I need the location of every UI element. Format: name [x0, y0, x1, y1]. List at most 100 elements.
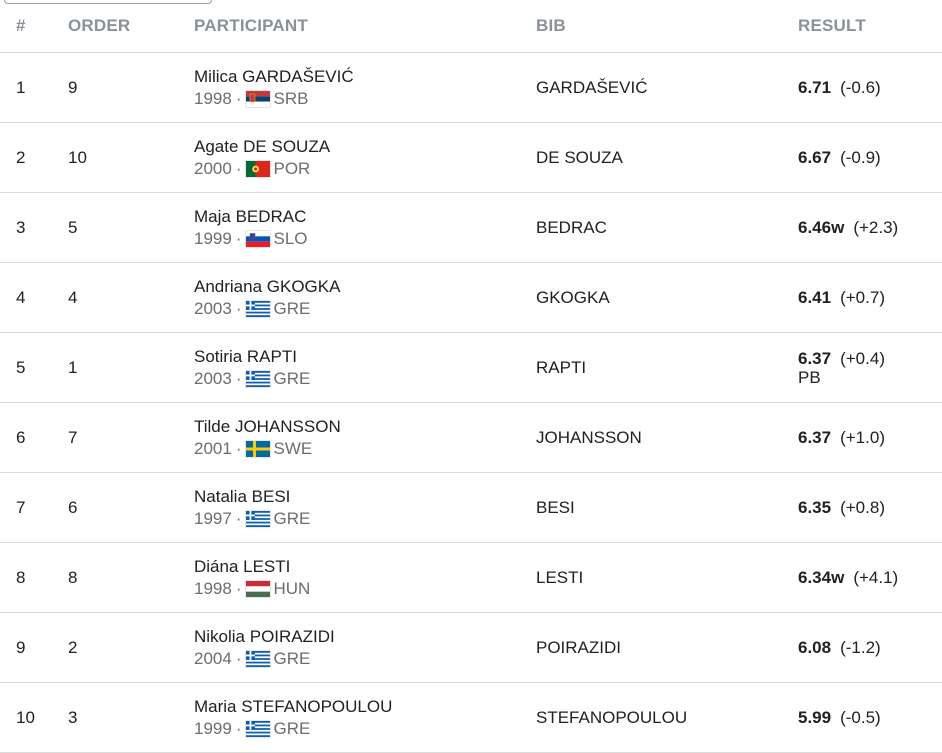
- order: 9: [68, 77, 78, 97]
- flag-gre-icon: [245, 370, 270, 387]
- bib-name: GKOGKA: [536, 287, 610, 307]
- country-code: GRE: [273, 718, 311, 738]
- order-cell: 4: [68, 262, 194, 333]
- participant-cell: Agate DE SOUZA 2000 · POR: [194, 122, 536, 193]
- table-row[interactable]: 1 9 Milica GARDAŠEVIĆ 1998 · SRB GARDAŠEVI…: [0, 52, 942, 123]
- column-header-pos[interactable]: #: [0, 0, 68, 53]
- birth-year: 1999: [194, 718, 232, 738]
- athlete-name[interactable]: Andriana GKOGKA: [194, 276, 341, 296]
- result-mark: 5.99: [798, 707, 832, 727]
- column-header-bib[interactable]: BIB: [536, 0, 798, 53]
- table-row[interactable]: 4 4 Andriana GKOGKA 2003 · GRE GKOGKA 6.41…: [0, 262, 942, 333]
- bib-name: POIRAZIDI: [536, 637, 622, 657]
- order-cell: 5: [68, 192, 194, 263]
- athlete-meta: 1999 · SLO: [194, 228, 536, 250]
- participant-cell: Andriana GKOGKA 2003 · GRE: [194, 262, 536, 333]
- result-cell: 6.37 (+0.4) PB: [798, 332, 942, 403]
- position: 3: [16, 217, 26, 237]
- athlete-name[interactable]: Diána LESTI: [194, 556, 291, 576]
- result-mark: 6.08: [798, 637, 832, 657]
- result-cell: 6.37 (+1.0): [798, 402, 942, 473]
- bib-cell: RAPTI: [536, 332, 798, 403]
- athlete-meta: 1998 · HUN: [194, 578, 536, 600]
- order-cell: 7: [68, 402, 194, 473]
- bib-name: STEFANOPOULOU: [536, 707, 688, 727]
- bib-cell: BEDRAC: [536, 192, 798, 263]
- column-header-participant[interactable]: PARTICIPANT: [194, 0, 536, 53]
- table-row[interactable]: 9 2 Nikolia POIRAZIDI 2004 · GRE POIRAZIDI…: [0, 612, 942, 683]
- participant-cell: Maria STEFANOPOULOU 1999 · GRE: [194, 682, 536, 753]
- order-cell: 8: [68, 542, 194, 613]
- athlete-meta: 1998 · SRB: [194, 88, 536, 110]
- athlete-name[interactable]: Maja BEDRAC: [194, 206, 307, 226]
- column-header-result[interactable]: RESULT: [798, 0, 942, 53]
- filter-dropdown[interactable]: [4, 0, 212, 4]
- athlete-name[interactable]: Natalia BESI: [194, 486, 291, 506]
- position: 1: [16, 77, 26, 97]
- separator-dot: ·: [235, 158, 242, 178]
- wind-reading: (+4.1): [853, 567, 899, 587]
- birth-year: 2000: [194, 158, 232, 178]
- position: 10: [16, 707, 35, 727]
- table-row[interactable]: 6 7 Tilde JOHANSSON 2001 · SWE JOHANSSON 6…: [0, 402, 942, 473]
- athlete-meta: 2001 · SWE: [194, 438, 536, 460]
- result-mark: 6.71: [798, 77, 832, 97]
- bib-cell: DE SOUZA: [536, 122, 798, 193]
- column-header-order[interactable]: ORDER: [68, 0, 194, 53]
- bib-cell: STEFANOPOULOU: [536, 682, 798, 753]
- athlete-name[interactable]: Tilde JOHANSSON: [194, 416, 341, 436]
- position-cell: 1: [0, 52, 68, 123]
- position: 4: [16, 287, 26, 307]
- result-cell: 6.08 (-1.2): [798, 612, 942, 683]
- wind-reading: (-1.2): [840, 637, 881, 657]
- order: 3: [68, 707, 78, 727]
- note-badge: PB: [798, 367, 821, 387]
- table-row[interactable]: 3 5 Maja BEDRAC 1999 · SLO BEDRAC 6.46w (+2…: [0, 192, 942, 263]
- bib-name: BESI: [536, 497, 575, 517]
- bib-cell: GARDAŠEVIĆ: [536, 52, 798, 123]
- flag-slo-icon: [245, 230, 270, 247]
- participant-cell: Milica GARDAŠEVIĆ 1998 · SRB: [194, 52, 536, 123]
- athlete-name[interactable]: Agate DE SOUZA: [194, 136, 331, 156]
- athlete-meta: 2000 · POR: [194, 158, 536, 180]
- bib-name: LESTI: [536, 567, 584, 587]
- athlete-meta: 1997 · GRE: [194, 508, 536, 530]
- birth-year: 1998: [194, 578, 232, 598]
- table-row[interactable]: 7 6 Natalia BESI 1997 · GRE BESI 6.35 (+0.8…: [0, 472, 942, 543]
- athlete-name[interactable]: Milica GARDAŠEVIĆ: [194, 66, 354, 86]
- order: 5: [68, 217, 78, 237]
- country-code: SWE: [273, 438, 313, 458]
- separator-dot: ·: [235, 438, 242, 458]
- order-cell: 6: [68, 472, 194, 543]
- order-cell: 3: [68, 682, 194, 753]
- participant-cell: Maja BEDRAC 1999 · SLO: [194, 192, 536, 263]
- result-mark: 6.46w: [798, 217, 845, 237]
- position: 5: [16, 357, 26, 377]
- bib-cell: GKOGKA: [536, 262, 798, 333]
- separator-dot: ·: [235, 508, 242, 528]
- separator-dot: ·: [235, 648, 242, 668]
- result-cell: 6.35 (+0.8): [798, 472, 942, 543]
- table-row[interactable]: 2 10 Agate DE SOUZA 2000 · POR DE SOUZA 6.…: [0, 122, 942, 193]
- result-cell: 5.99 (-0.5): [798, 682, 942, 753]
- athlete-name[interactable]: Sotiria RAPTI: [194, 346, 297, 366]
- table-row[interactable]: 5 1 Sotiria RAPTI 2003 · GRE RAPTI 6.37 (+0…: [0, 332, 942, 403]
- flag-hun-icon: [245, 580, 270, 597]
- bib-cell: JOHANSSON: [536, 402, 798, 473]
- position-cell: 3: [0, 192, 68, 263]
- athlete-name[interactable]: Maria STEFANOPOULOU: [194, 696, 393, 716]
- wind-reading: (-0.9): [840, 147, 881, 167]
- birth-year: 2003: [194, 298, 232, 318]
- order: 4: [68, 287, 78, 307]
- bib-cell: BESI: [536, 472, 798, 543]
- participant-cell: Tilde JOHANSSON 2001 · SWE: [194, 402, 536, 473]
- country-code: SLO: [273, 228, 308, 248]
- bib-cell: POIRAZIDI: [536, 612, 798, 683]
- table-row[interactable]: 10 3 Maria STEFANOPOULOU 1999 · GRE STEFAN…: [0, 682, 942, 753]
- result-cell: 6.34w (+4.1): [798, 542, 942, 613]
- athlete-name[interactable]: Nikolia POIRAZIDI: [194, 626, 335, 646]
- participant-cell: Diána LESTI 1998 · HUN: [194, 542, 536, 613]
- table-row[interactable]: 8 8 Diána LESTI 1998 · HUN LESTI 6.34w (+4.…: [0, 542, 942, 613]
- athlete-meta: 1999 · GRE: [194, 718, 536, 740]
